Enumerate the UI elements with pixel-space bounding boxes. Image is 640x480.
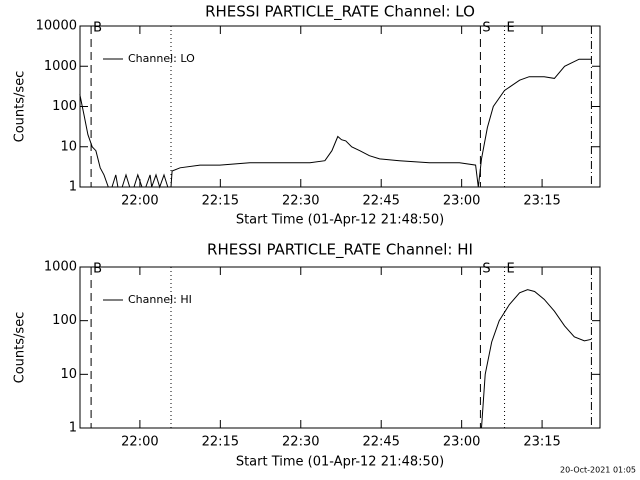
x-tick-label: 22:30	[282, 194, 319, 209]
legend-label: Channel: LO	[128, 52, 195, 65]
panel: RHESSI PARTICLE_RATE Channel: HI Start Ti…	[13, 241, 601, 470]
x-axis-label: Start Time (01-Apr-12 21:48:50)	[236, 455, 444, 470]
marker-label: E	[507, 262, 515, 277]
y-tick-label: 1	[69, 421, 77, 436]
marker-label: S	[482, 21, 490, 36]
x-tick-label: 23:15	[523, 435, 560, 450]
plot-frame	[79, 25, 601, 188]
x-tick-label: 22:00	[121, 194, 158, 209]
legend-label: Channel: HI	[128, 293, 192, 306]
x-tick-label: 23:15	[523, 194, 560, 209]
x-tick-label: 22:45	[362, 194, 399, 209]
y-tick-label: 100	[52, 313, 77, 328]
timestamp: 20-Oct-2021 01:05	[560, 466, 636, 475]
x-tick-label: 23:00	[443, 194, 480, 209]
marker-label: B	[93, 21, 102, 36]
x-axis-label: Start Time (01-Apr-12 21:48:50)	[236, 213, 444, 228]
panel: RHESSI PARTICLE_RATE Channel: LO Start Ti…	[13, 3, 601, 228]
y-tick-label: 1000	[44, 260, 77, 275]
y-tick-label: 1	[69, 180, 77, 195]
x-tick-label: 22:15	[202, 194, 239, 209]
x-tick-label: 22:45	[362, 435, 399, 450]
y-tick-label: 100	[52, 99, 77, 114]
x-tick-label: 22:15	[202, 435, 239, 450]
series-line	[79, 58, 592, 189]
chart-title: RHESSI PARTICLE_RATE Channel: HI	[207, 241, 473, 260]
x-tick-label: 22:30	[282, 435, 319, 450]
x-tick-label: 22:00	[121, 435, 158, 450]
marker-label: S	[482, 262, 490, 277]
x-tick-label: 23:00	[443, 435, 480, 450]
series-line	[481, 289, 592, 429]
chart-title: RHESSI PARTICLE_RATE Channel: LO	[205, 3, 475, 22]
plot-frame	[79, 266, 601, 429]
marker-label: B	[93, 262, 102, 277]
y-axis-label: Counts/sec	[13, 71, 28, 143]
y-tick-label: 10	[60, 367, 77, 382]
y-axis-label: Counts/sec	[13, 312, 28, 384]
y-tick-label: 1000	[44, 59, 77, 74]
marker-label: E	[507, 21, 515, 36]
y-tick-label: 10000	[36, 19, 77, 34]
y-tick-label: 10	[60, 139, 77, 154]
